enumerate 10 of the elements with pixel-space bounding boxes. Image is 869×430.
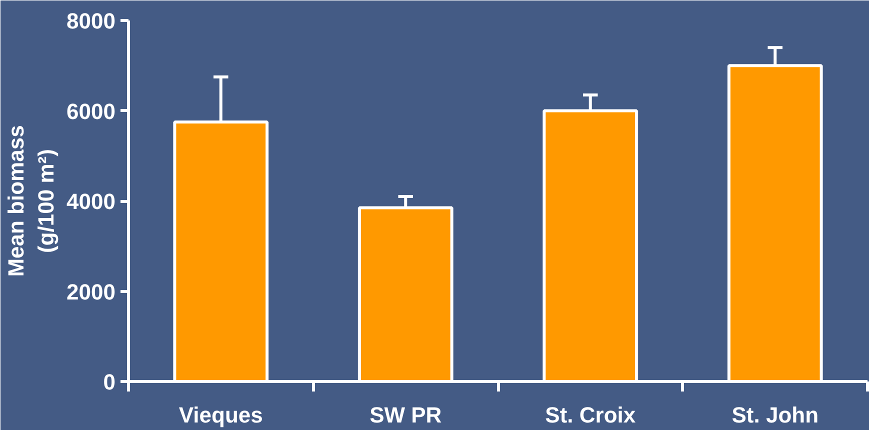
x-tick-label: SW PR xyxy=(370,402,442,428)
y-tick-label: 8000 xyxy=(66,8,116,34)
y-axis-title: Mean biomass (g/100 m²) xyxy=(4,125,59,277)
x-tick-label: St. Croix xyxy=(545,402,636,428)
x-tick-label: Vieques xyxy=(178,402,263,428)
y-tick-label: 0 xyxy=(103,370,116,394)
x-tick-label: St. John xyxy=(732,402,819,428)
y-tick-label: 4000 xyxy=(66,189,116,214)
y-tick-label: 6000 xyxy=(66,98,116,124)
y-tick-label: 2000 xyxy=(66,279,116,304)
